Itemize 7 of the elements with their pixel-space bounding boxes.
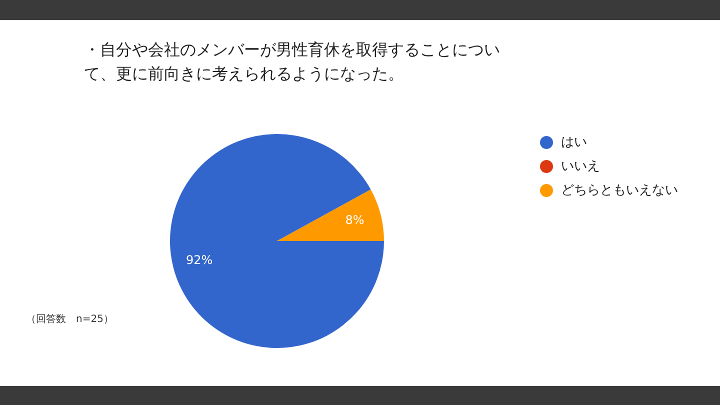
data-label: 8% — [345, 213, 364, 228]
legend-label: はい — [561, 134, 587, 151]
chart-title: ・自分や会社のメンバーが男性育休を取得することについて、更に前向きに考えられるようになった。 — [84, 39, 501, 85]
legend-label: どちらともいえない — [561, 182, 678, 199]
data-label: 92% — [186, 253, 213, 268]
text: （回答数 n=25） — [26, 313, 114, 326]
legend-label: いいえ — [561, 158, 600, 175]
